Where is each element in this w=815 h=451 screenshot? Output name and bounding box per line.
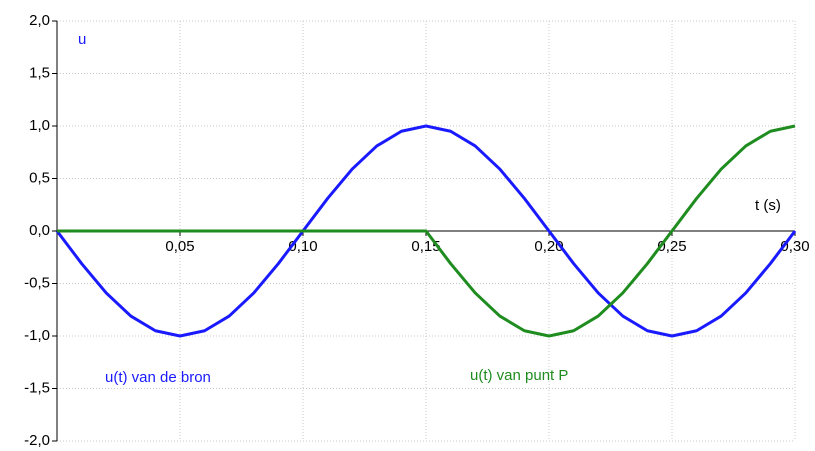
y-tick-label: -2,0 bbox=[24, 432, 50, 449]
series-label: u(t) van de bron bbox=[105, 369, 211, 386]
y-tick-label: 1,5 bbox=[29, 64, 50, 81]
series-label: u(t) van punt P bbox=[470, 367, 568, 384]
y-axis-label: u bbox=[78, 31, 86, 48]
y-tick-label: -1,5 bbox=[24, 379, 50, 396]
y-tick-label: 0,5 bbox=[29, 169, 50, 186]
series-line bbox=[55, 124, 797, 338]
y-tick-label: -1,0 bbox=[24, 327, 50, 344]
x-axis-label: t (s) bbox=[755, 197, 781, 214]
y-tick-label: 0,0 bbox=[29, 222, 50, 239]
x-tick-label: 0,05 bbox=[165, 238, 194, 255]
y-tick-label: -0,5 bbox=[24, 274, 50, 291]
series-line bbox=[57, 124, 796, 338]
y-tick-label: 2,0 bbox=[29, 12, 50, 29]
y-tick-label: 1,0 bbox=[29, 117, 50, 134]
